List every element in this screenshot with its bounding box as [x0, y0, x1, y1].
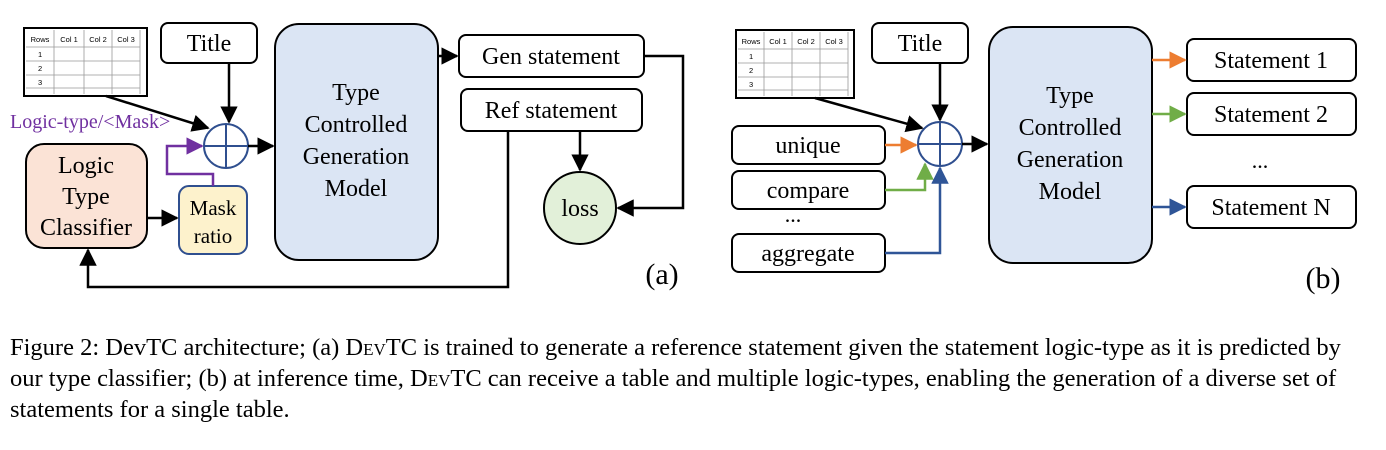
title-label-b: Title: [898, 31, 942, 57]
statement-box-2: [1186, 92, 1357, 136]
caption-suffix: can receive a table and multiple logic-t…: [10, 365, 1337, 423]
panel-b: Rows Col 1 Col 2 Col 3 1 2 3 Title uniqu…: [731, 22, 1357, 295]
mask-to-combine-arrow: [165, 137, 215, 186]
statement-label: Statement N: [1211, 195, 1330, 221]
statement-box-1: [1186, 38, 1357, 82]
generation-model-b: [988, 26, 1153, 264]
table-b-row-label: 1: [749, 52, 753, 61]
table-b-header: Col 2: [797, 37, 815, 46]
classifier-label-line: Logic: [58, 153, 114, 179]
table-a-header: Col 2: [89, 35, 107, 44]
loss-label: loss: [561, 196, 598, 222]
architecture-diagram: Rows Col 1 Col 2 Col 3 1 2 3 Title Logic…: [10, 22, 1357, 295]
title-box-a: [160, 22, 258, 64]
generation-model-a: [274, 23, 439, 261]
table-b-frame: [735, 29, 855, 99]
model-label-line: Generation: [1017, 147, 1124, 173]
table-b-row-label: 3: [749, 80, 753, 89]
caption-model-name: DevTC: [410, 365, 482, 392]
logic-type-classifier: [25, 143, 148, 249]
table-a: Rows Col 1 Col 2 Col 3 1 2 3: [23, 27, 148, 97]
statement-label: Statement 2: [1214, 102, 1328, 128]
model-label-line: Generation: [303, 144, 410, 170]
classifier-label-line: Type: [62, 184, 110, 210]
mask-annotation: Logic-type/<Mask>: [10, 111, 170, 133]
ref-to-classifier-arrow: [79, 131, 510, 289]
connectors-b: [814, 51, 1187, 255]
table-to-combine-arrow: [814, 96, 924, 133]
statement-box-n: [1186, 185, 1357, 229]
table-a-row-label: 1: [38, 50, 42, 59]
table-b: Rows Col 1 Col 2 Col 3 1 2 3: [735, 29, 855, 99]
table-a-header: Rows: [31, 35, 50, 44]
panel-label-a: (a): [645, 258, 678, 291]
table-a-header: Col 1: [60, 35, 78, 44]
model-label-line: Type: [1046, 83, 1094, 109]
logic-type-label: unique: [775, 133, 840, 159]
model-label-line: Model: [1039, 179, 1102, 205]
table-b-row-label: 2: [749, 66, 753, 75]
classifier-label-line: Classifier: [40, 215, 132, 241]
panel-label-b: (b): [1306, 262, 1341, 295]
gen-statement-label: Gen statement: [482, 44, 620, 70]
logic-type-label: aggregate: [761, 241, 854, 267]
table-b-header: Col 3: [825, 37, 843, 46]
combine-operator-a: [203, 123, 249, 169]
logic-type-ellipsis: ...: [785, 202, 802, 227]
connectors-a: [79, 47, 685, 289]
table-b-header: Col 1: [769, 37, 787, 46]
caption-text: Figure 2: DevTC architecture; (a) DevTC …: [10, 332, 1376, 425]
model-label-line: Model: [325, 176, 388, 202]
logic-type-label: compare: [767, 178, 850, 204]
ref-statement-box: [460, 88, 643, 132]
aggregate-to-combine-arrow: [885, 166, 949, 255]
caption-model-name: DevTC: [345, 334, 418, 361]
gen-to-loss-arrow: [616, 54, 685, 217]
table-to-combine-arrow: [105, 94, 210, 132]
title-box-b: [871, 22, 969, 64]
mask-ratio-label-line: Mask: [190, 196, 237, 220]
table-a-row-label: 3: [38, 78, 42, 87]
caption-middle: is trained to generate a reference state…: [10, 334, 1341, 392]
loss-node: [543, 171, 617, 245]
compare-to-combine-arrow: [885, 162, 934, 192]
table-b-header: Rows: [742, 37, 761, 46]
table-a-frame: [23, 27, 148, 97]
combine-operator-b: [917, 121, 963, 167]
statement-ellipsis: ...: [1252, 148, 1269, 173]
model-label-line: Controlled: [1019, 115, 1122, 141]
caption-prefix: Figure 2: DevTC architecture; (a): [10, 334, 346, 361]
model-label-line: Controlled: [305, 112, 408, 138]
ref-statement-label: Ref statement: [485, 98, 618, 124]
panel-a: Rows Col 1 Col 2 Col 3 1 2 3 Title Logic…: [10, 22, 685, 291]
figure-caption: Figure 2: DevTC architecture; (a) DevTC …: [10, 332, 1376, 425]
title-label-a: Title: [187, 31, 231, 57]
statement-label: Statement 1: [1214, 48, 1328, 74]
mask-ratio-label-line: ratio: [194, 224, 232, 248]
table-a-row-label: 2: [38, 64, 42, 73]
model-label-line: Type: [332, 80, 380, 106]
table-a-header: Col 3: [117, 35, 135, 44]
